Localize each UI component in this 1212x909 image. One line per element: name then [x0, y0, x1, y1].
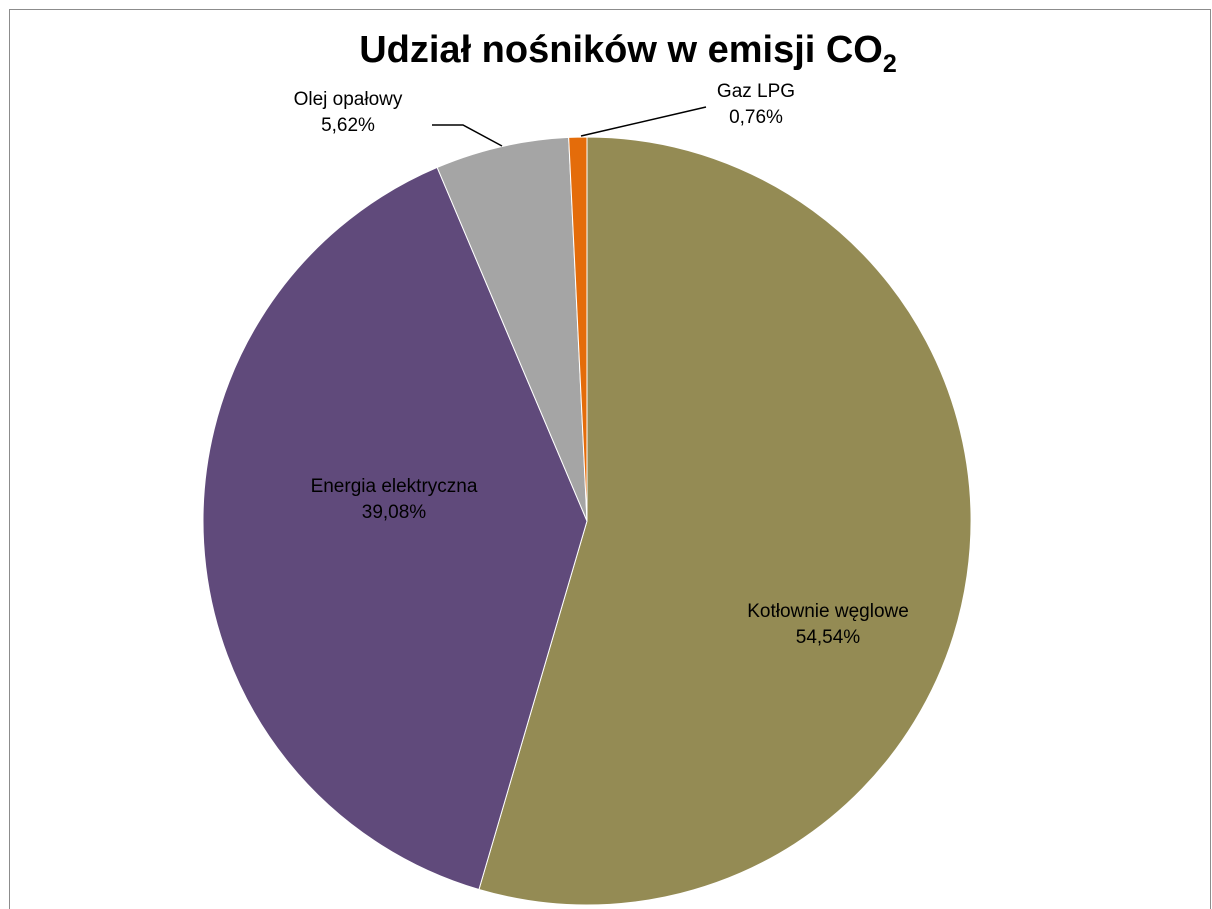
data-label-category: Gaz LPG: [717, 81, 795, 102]
pie-slices: [202, 136, 972, 906]
pie-slice-energia-elektryczna: [202, 166, 588, 891]
pie-slice-kotlownie-weglowe: [478, 136, 972, 906]
data-label-olej-opalowy: Olej opałowy 5,62%: [294, 89, 403, 136]
leader-lines: [432, 106, 707, 147]
data-label-category: Olej opałowy: [294, 89, 403, 110]
data-label-kotlownie-weglowe: Kotłownie węglowe 54,54%: [747, 601, 909, 648]
leader-line-gaz-lpg: [580, 106, 707, 137]
data-label-percent: 5,62%: [321, 115, 375, 136]
data-label-category: Kotłownie węglowe: [747, 601, 909, 622]
data-label-energia-elektryczna: Energia elektryczna 39,08%: [311, 476, 478, 523]
data-label-percent: 39,08%: [362, 502, 427, 523]
slice-labels: Kotłownie węglowe 54,54% Energia elektrycz…: [294, 81, 909, 648]
leader-line-olej-opalowy: [432, 124, 503, 147]
data-label-gaz-lpg: Gaz LPG 0,76%: [717, 81, 795, 128]
pie-slice-gaz-lpg: [568, 136, 588, 522]
chart-title: Udział nośników w emisji CO2: [359, 29, 897, 78]
data-label-category: Energia elektryczna: [311, 476, 478, 497]
data-label-percent: 54,54%: [796, 627, 861, 648]
data-label-percent: 0,76%: [729, 107, 783, 128]
pie-slice-olej-opalowy: [436, 136, 588, 522]
